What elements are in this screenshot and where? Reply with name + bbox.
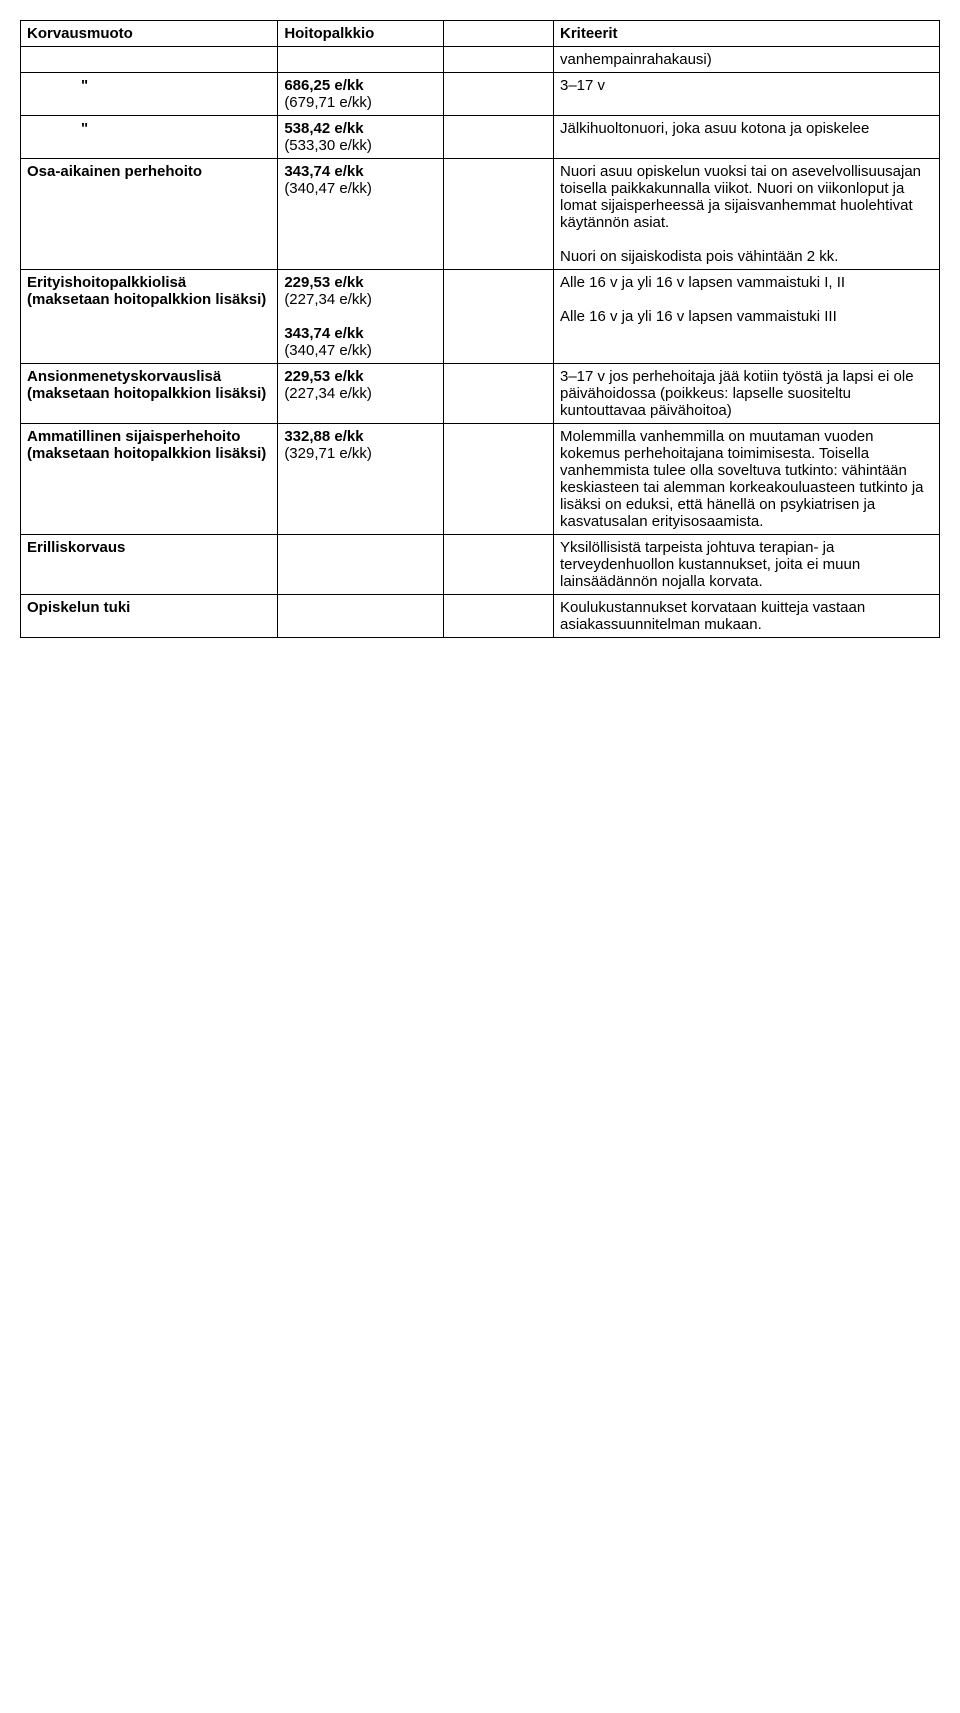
cell-c3 [443,47,553,73]
criteria-para: Nuori asuu opiskelun vuoksi tai on aseve… [560,163,933,231]
cell-c2: 686,25 e/kk (679,71 e/kk) [278,73,443,116]
cell-c1-ditto: " [21,73,278,116]
fee-value: 538,42 e/kk [284,120,363,137]
cell-c2 [278,595,443,638]
cell-c4: 3–17 v jos perhehoitaja jää kotiin työst… [553,364,939,424]
header-korvausmuoto: Korvausmuoto [21,21,278,47]
header-empty [443,21,553,47]
fee-value: 332,88 e/kk [284,428,363,445]
cell-c3 [443,424,553,535]
cell-c3 [443,364,553,424]
table-row: " 538,42 e/kk (533,30 e/kk) Jälkihuolton… [21,116,940,159]
criteria-para: Alle 16 v ja yli 16 v lapsen vammaistuki… [560,308,933,325]
cell-c2 [278,535,443,595]
table-header-row: Korvausmuoto Hoitopalkkio Kriteerit [21,21,940,47]
cell-c1: Osa-aikainen perhehoito [21,159,278,270]
cell-c1 [21,47,278,73]
fee-value: 686,25 e/kk [284,77,363,94]
cell-c4: Nuori asuu opiskelun vuoksi tai on aseve… [553,159,939,270]
cell-c3 [443,116,553,159]
fee-prev: (340,47 e/kk) [284,180,372,197]
cell-c4: Jälkihuoltonuori, joka asuu kotona ja op… [553,116,939,159]
table-row: Ansionmenetyskorvauslisä (maksetaan hoit… [21,364,940,424]
fee-value: 343,74 e/kk [284,163,363,180]
cell-c3 [443,73,553,116]
fee-value: 229,53 e/kk [284,274,363,291]
cell-c3 [443,595,553,638]
fee-prev: (679,71 e/kk) [284,94,372,111]
fee-prev: (533,30 e/kk) [284,137,372,154]
cell-c4: Alle 16 v ja yli 16 v lapsen vammaistuki… [553,270,939,364]
cell-c2: 343,74 e/kk (340,47 e/kk) [278,159,443,270]
cell-c3 [443,159,553,270]
cell-c1-ditto: " [21,116,278,159]
fee-prev: (227,34 e/kk) [284,385,372,402]
cell-c2: 332,88 e/kk (329,71 e/kk) [278,424,443,535]
table-row: Opiskelun tuki Koulukustannukset korvata… [21,595,940,638]
table-row: Erityishoitopalkkiolisä (maksetaan hoito… [21,270,940,364]
cell-c4: Molemmilla vanhemmilla on muutaman vuode… [553,424,939,535]
fee-prev: (227,34 e/kk) [284,291,372,308]
criteria-para: Alle 16 v ja yli 16 v lapsen vammaistuki… [560,274,933,291]
criteria-para: Nuori on sijaiskodista pois vähintään 2 … [560,248,933,265]
cell-c1: Ansionmenetyskorvauslisä (maksetaan hoit… [21,364,278,424]
cell-c1: Opiskelun tuki [21,595,278,638]
cell-c4: Koulukustannukset korvataan kuitteja vas… [553,595,939,638]
cell-c2: 538,42 e/kk (533,30 e/kk) [278,116,443,159]
fee-value: 229,53 e/kk [284,368,363,385]
cell-c3 [443,270,553,364]
cell-c4: 3–17 v [553,73,939,116]
cell-c2: 229,53 e/kk (227,34 e/kk) 343,74 e/kk (3… [278,270,443,364]
header-kriteerit: Kriteerit [553,21,939,47]
table-row: Osa-aikainen perhehoito 343,74 e/kk (340… [21,159,940,270]
table-row: Erilliskorvaus Yksilöllisistä tarpeista … [21,535,940,595]
cell-c2: 229,53 e/kk (227,34 e/kk) [278,364,443,424]
cell-c2 [278,47,443,73]
cell-c1: Erilliskorvaus [21,535,278,595]
header-hoitopalkkio: Hoitopalkkio [278,21,443,47]
cell-c4: vanhempainrahakausi) [553,47,939,73]
compensation-table: Korvausmuoto Hoitopalkkio Kriteerit vanh… [20,20,940,638]
cell-c3 [443,535,553,595]
table-row: " 686,25 e/kk (679,71 e/kk) 3–17 v [21,73,940,116]
fee-prev: (329,71 e/kk) [284,445,372,462]
document-page: Korvausmuoto Hoitopalkkio Kriteerit vanh… [20,20,940,638]
fee-prev: (340,47 e/kk) [284,342,372,359]
cell-c4: Yksilöllisistä tarpeista johtuva terapia… [553,535,939,595]
table-row: Ammatillinen sijaisperhehoito (maksetaan… [21,424,940,535]
cell-c1: Ammatillinen sijaisperhehoito (maksetaan… [21,424,278,535]
table-row: vanhempainrahakausi) [21,47,940,73]
fee-value: 343,74 e/kk [284,325,363,342]
cell-c1: Erityishoitopalkkiolisä (maksetaan hoito… [21,270,278,364]
